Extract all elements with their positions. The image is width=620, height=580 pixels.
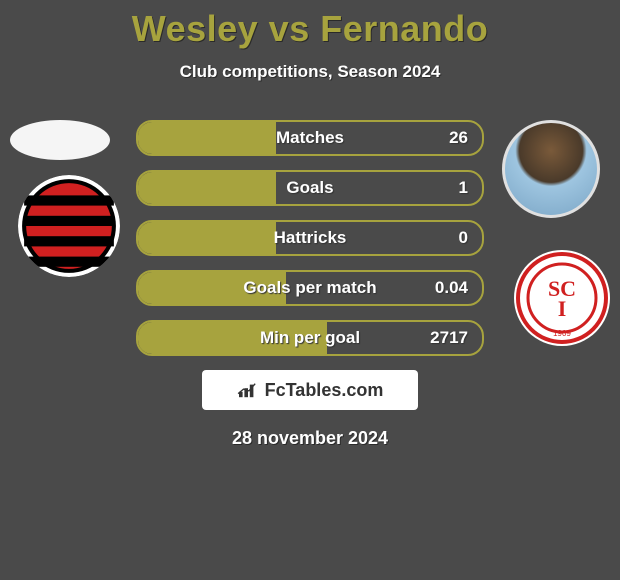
internacional-icon: SC I 1909 (512, 248, 612, 348)
player-left-avatar (10, 120, 110, 160)
stat-row: Goals 1 (136, 170, 484, 206)
club-right-badge: SC I 1909 (512, 248, 612, 348)
logo-text: FcTables.com (265, 380, 384, 401)
stat-label: Matches (138, 122, 482, 154)
bar-chart-icon (237, 381, 259, 399)
stat-label: Goals per match (138, 272, 482, 304)
svg-text:1909: 1909 (553, 329, 571, 338)
fctables-logo[interactable]: FcTables.com (202, 370, 418, 410)
stat-row: Min per goal 2717 (136, 320, 484, 356)
club-left-badge (18, 175, 120, 277)
page-title: Wesley vs Fernando (0, 0, 620, 50)
svg-text:I: I (558, 296, 567, 321)
stat-row: Matches 26 (136, 120, 484, 156)
stat-label: Goals (138, 172, 482, 204)
stat-value: 2717 (430, 322, 468, 354)
stat-rows: Matches 26 Goals 1 Hattricks 0 Goals per… (136, 120, 484, 356)
stat-row: Goals per match 0.04 (136, 270, 484, 306)
flamengo-icon (18, 175, 120, 277)
stat-value: 0 (459, 222, 468, 254)
infographic-container: Wesley vs Fernando Club competitions, Se… (0, 0, 620, 580)
date-label: 28 november 2024 (0, 428, 620, 449)
stats-area: SC I 1909 Matches 26 Goals 1 Hattricks 0 (0, 120, 620, 449)
subtitle: Club competitions, Season 2024 (0, 62, 620, 82)
stat-value: 0.04 (435, 272, 468, 304)
stat-row: Hattricks 0 (136, 220, 484, 256)
stat-value: 1 (459, 172, 468, 204)
player-right-avatar (502, 120, 600, 218)
stat-label: Hattricks (138, 222, 482, 254)
stat-value: 26 (449, 122, 468, 154)
